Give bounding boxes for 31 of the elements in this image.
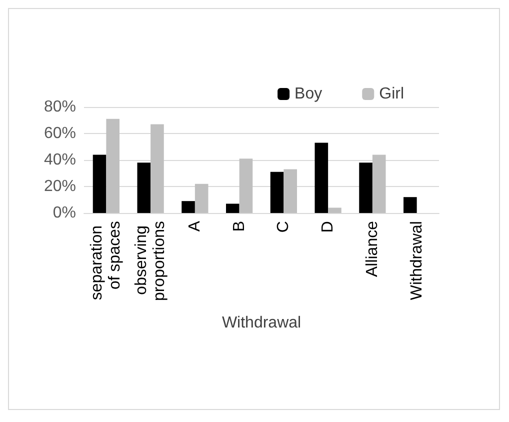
legend-label: Girl [379,86,404,102]
x-tick-label: Withdrawal [408,221,426,300]
bar [106,118,120,213]
x-tick-label: A [186,220,204,232]
bar [239,158,253,213]
bar [150,124,164,213]
bar [284,169,297,213]
y-tick-label: 0% [52,204,76,222]
bar [92,154,106,213]
y-tick-label: 20% [44,178,76,195]
x-tick-label: C [275,221,292,233]
y-tick-label: 60% [44,125,76,142]
bar [404,197,417,213]
x-axis-title: Withdrawal [222,314,302,332]
x-tick-label: D [320,221,337,233]
x-tick-label: separation of spaces [88,221,124,300]
bar [270,172,284,213]
x-tick-label: B [230,221,248,232]
bar [137,162,151,213]
legend-label: Boy [294,86,322,102]
y-tick-label: 80% [44,98,76,116]
bar [226,204,240,213]
bar [328,208,342,213]
bar [314,142,328,213]
bar [372,154,386,213]
bar [359,162,372,213]
y-tick-label: 40% [44,152,76,168]
x-tick-label: observing proportions [133,221,168,302]
bar [182,201,195,213]
x-tick-label: Alliance [364,220,381,278]
bar [194,184,208,213]
